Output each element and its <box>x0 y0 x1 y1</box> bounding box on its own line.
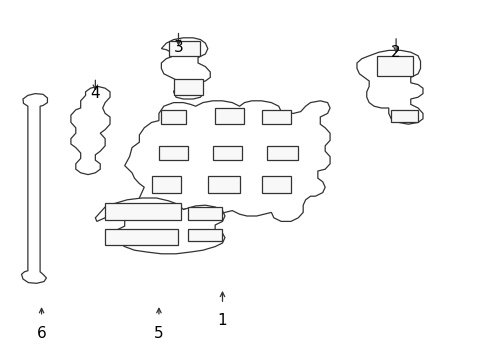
Polygon shape <box>95 198 224 254</box>
Polygon shape <box>161 110 185 124</box>
Polygon shape <box>105 203 181 220</box>
Text: 6: 6 <box>37 326 46 341</box>
Text: 2: 2 <box>390 45 400 60</box>
Polygon shape <box>161 38 210 99</box>
Polygon shape <box>173 79 203 95</box>
Polygon shape <box>261 110 290 124</box>
Polygon shape <box>261 176 290 193</box>
Polygon shape <box>168 41 200 56</box>
Polygon shape <box>215 108 244 124</box>
Polygon shape <box>207 176 239 193</box>
Polygon shape <box>105 229 178 245</box>
Polygon shape <box>21 94 47 283</box>
Polygon shape <box>188 229 222 241</box>
Text: 5: 5 <box>154 326 163 341</box>
Text: 4: 4 <box>90 86 100 102</box>
Text: 1: 1 <box>217 313 227 328</box>
Polygon shape <box>124 101 329 221</box>
Polygon shape <box>159 146 188 160</box>
Polygon shape <box>356 50 422 124</box>
Polygon shape <box>266 146 298 160</box>
Polygon shape <box>390 110 417 122</box>
Polygon shape <box>376 56 412 76</box>
Polygon shape <box>71 86 110 175</box>
Polygon shape <box>151 176 181 193</box>
Polygon shape <box>212 146 242 160</box>
Text: 3: 3 <box>173 40 183 55</box>
Polygon shape <box>188 207 222 220</box>
